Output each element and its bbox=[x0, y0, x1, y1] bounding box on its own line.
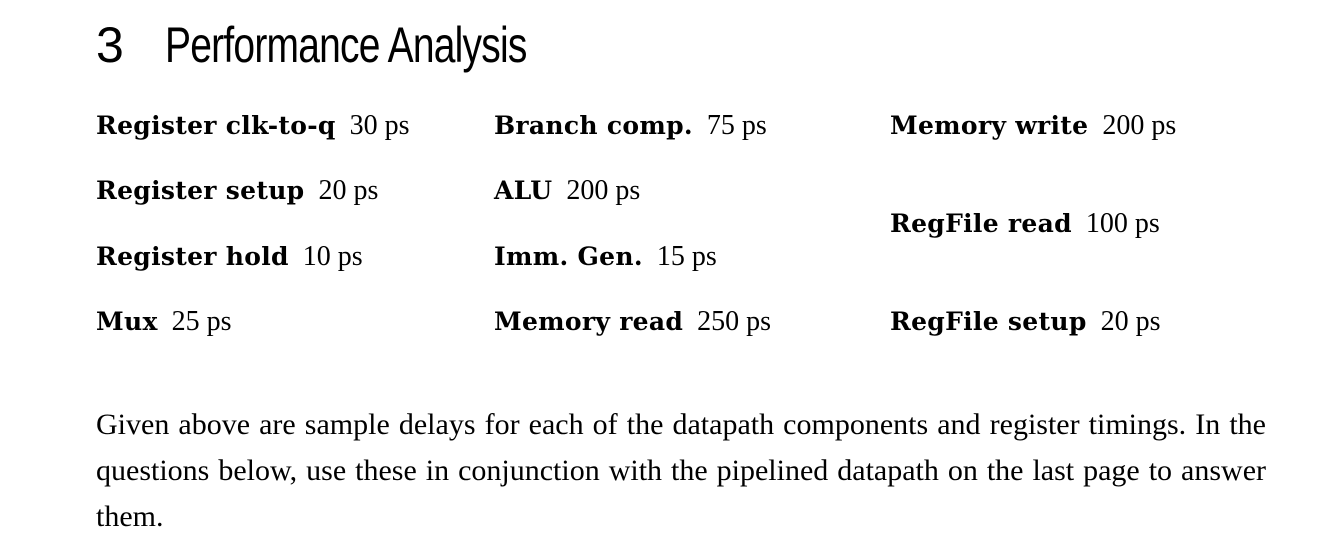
section-title: Performance Analysis bbox=[164, 17, 527, 73]
delay-value: 20 ps bbox=[318, 175, 379, 206]
delay-value: 100 ps bbox=[1085, 208, 1160, 239]
delay-name: ALU bbox=[494, 176, 553, 205]
delay-name: Mux bbox=[96, 307, 158, 336]
delay-value: 10 ps bbox=[302, 241, 363, 272]
delay-name: Register hold bbox=[96, 242, 289, 271]
delay-regfile-read: RegFile read 100 ps bbox=[890, 206, 1160, 242]
delay-value: 200 ps bbox=[566, 175, 641, 206]
delay-name: RegFile setup bbox=[890, 307, 1087, 336]
delay-value: 200 ps bbox=[1102, 110, 1177, 141]
delay-value: 75 ps bbox=[706, 110, 767, 141]
delay-value: 25 ps bbox=[171, 306, 232, 337]
delay-name: Memory read bbox=[494, 307, 684, 336]
delay-mux: Mux 25 ps bbox=[96, 304, 232, 340]
delay-value: 250 ps bbox=[697, 306, 772, 337]
delay-value: 15 ps bbox=[656, 241, 717, 272]
delay-register-hold: Register hold 10 ps bbox=[96, 239, 363, 275]
section-heading: 3 Performance Analysis bbox=[96, 10, 628, 80]
delay-alu: ALU 200 ps bbox=[494, 173, 640, 209]
delay-regfile-setup: RegFile setup 20 ps bbox=[890, 304, 1161, 340]
delay-register-setup: Register setup 20 ps bbox=[96, 173, 378, 209]
delay-memory-write: Memory write 200 ps bbox=[890, 108, 1176, 144]
description-paragraph: Given above are sample delays for each o… bbox=[96, 408, 1266, 533]
delay-memory-read: Memory read 250 ps bbox=[494, 304, 771, 340]
delay-name: Memory write bbox=[890, 111, 1089, 140]
delay-name: Register clk-to-q bbox=[96, 111, 336, 140]
delay-name: Branch comp. bbox=[494, 111, 693, 140]
delay-value: 30 ps bbox=[349, 110, 410, 141]
delay-name: Register setup bbox=[96, 176, 305, 205]
delay-register-clk-to-q: Register clk-to-q 30 ps bbox=[96, 108, 410, 144]
delay-imm-gen: Imm. Gen. 15 ps bbox=[494, 239, 717, 275]
delay-name: RegFile read bbox=[890, 209, 1072, 238]
section-number: 3 bbox=[96, 17, 124, 73]
delay-name: Imm. Gen. bbox=[494, 242, 643, 271]
delay-value: 20 ps bbox=[1100, 306, 1161, 337]
delay-branch-comp: Branch comp. 75 ps bbox=[494, 108, 767, 144]
